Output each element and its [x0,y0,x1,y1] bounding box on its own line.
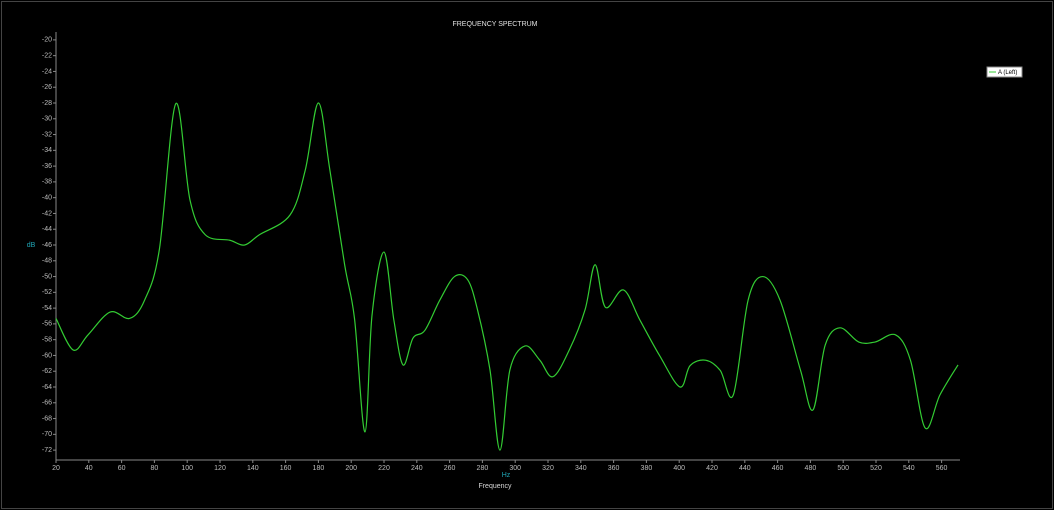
y-axis-unit: dB [27,242,36,249]
x-axis-label: Frequency [478,483,512,490]
y-tick-label: -58 [42,337,52,344]
x-tick-label: 20 [52,465,60,472]
x-tick-label: 540 [903,465,915,472]
x-tick-label: 460 [772,465,784,472]
y-tick-label: -30 [42,116,52,123]
y-tick-label: -50 [42,273,52,280]
x-tick-label: 220 [378,465,390,472]
y-tick-label: -44 [42,226,52,233]
x-tick-label: 80 [151,465,159,472]
x-tick-label: 520 [870,465,882,472]
x-tick-label: 120 [214,465,226,472]
legend-label: A (Left) [998,70,1017,76]
y-tick-label: -54 [42,305,52,312]
x-tick-label: 320 [542,465,554,472]
x-tick-label: 400 [673,465,685,472]
legend-box [986,66,1023,78]
y-tick-label: -38 [42,179,52,186]
x-tick-label: 440 [739,465,751,472]
x-tick-label: 60 [118,465,126,472]
x-tick-label: 500 [837,465,849,472]
y-tick-label: -26 [42,84,52,91]
y-tick-label: -56 [42,321,52,328]
x-tick-label: 560 [936,465,948,472]
x-tick-label: 480 [805,465,817,472]
y-tick-label: -22 [42,53,52,60]
x-tick-label: 40 [85,465,93,472]
x-tick-label: 420 [706,465,718,472]
x-tick-label: 360 [608,465,620,472]
x-tick-label: 180 [313,465,325,472]
legend: A (Left) [986,66,1023,78]
y-tick-label: -42 [42,210,52,217]
spectrum-line [55,102,959,451]
x-tick-label: 100 [181,465,193,472]
x-tick-label: 380 [641,465,653,472]
y-tick-label: -70 [42,431,52,438]
y-tick-label: -40 [42,195,52,202]
y-tick-label: -32 [42,131,52,138]
chart-title: FREQUENCY SPECTRUM [452,21,537,28]
y-tick-label: -66 [42,400,52,407]
y-tick-label: -24 [42,68,52,75]
y-tick-label: -28 [42,100,52,107]
x-tick-label: 340 [575,465,587,472]
x-tick-label: 160 [280,465,292,472]
y-tick-label: -36 [42,163,52,170]
x-tick-label: 240 [411,465,423,472]
y-tick-label: -34 [42,147,52,154]
y-tick-label: -72 [42,447,52,454]
y-tick-label: -20 [42,37,52,44]
y-tick-label: -52 [42,289,52,296]
y-tick-label: -62 [42,368,52,375]
x-tick-label: 260 [444,465,456,472]
y-tick-label: -60 [42,352,52,359]
y-tick-label: -46 [42,242,52,249]
y-tick-label: -48 [42,258,52,265]
y-tick-label: -64 [42,384,52,391]
x-tick-label: 280 [477,465,489,472]
x-tick-label: 200 [345,465,357,472]
x-tick-label: 300 [509,465,521,472]
x-tick-label: 140 [247,465,259,472]
y-tick-label: -68 [42,415,52,422]
x-axis-unit: Hz [502,472,511,479]
